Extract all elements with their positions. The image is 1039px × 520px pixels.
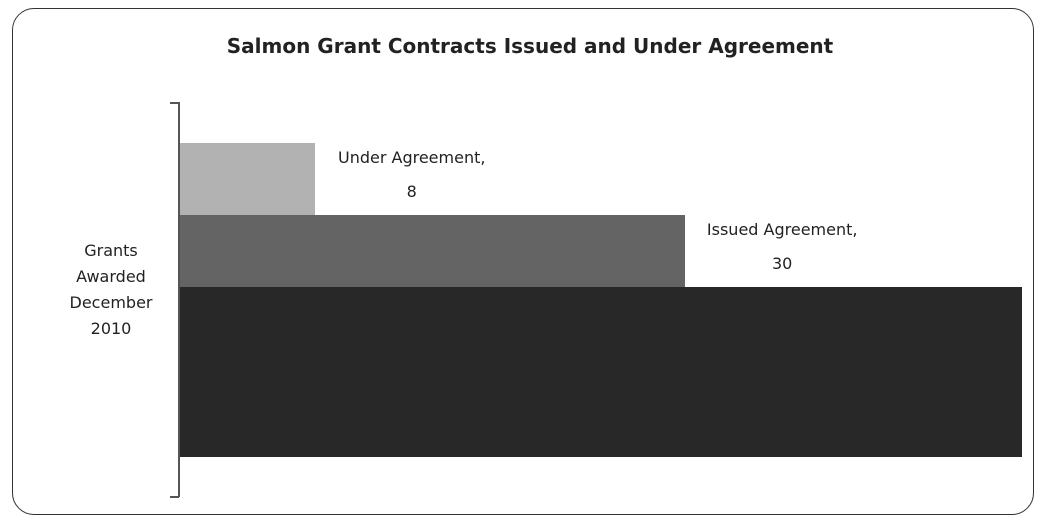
chart-frame [12, 8, 1034, 515]
category-label: Grants Awarded December 2010 [69, 241, 153, 338]
bar [180, 287, 1022, 457]
axis-tick [170, 102, 179, 104]
category-axis [178, 102, 180, 497]
chart-title: Salmon Grant Contracts Issued and Under … [226, 34, 834, 58]
axis-tick [170, 496, 179, 498]
data-label: Issued Agreement, 30 [706, 220, 858, 273]
data-label: Under Agreement, 8 [337, 148, 486, 201]
